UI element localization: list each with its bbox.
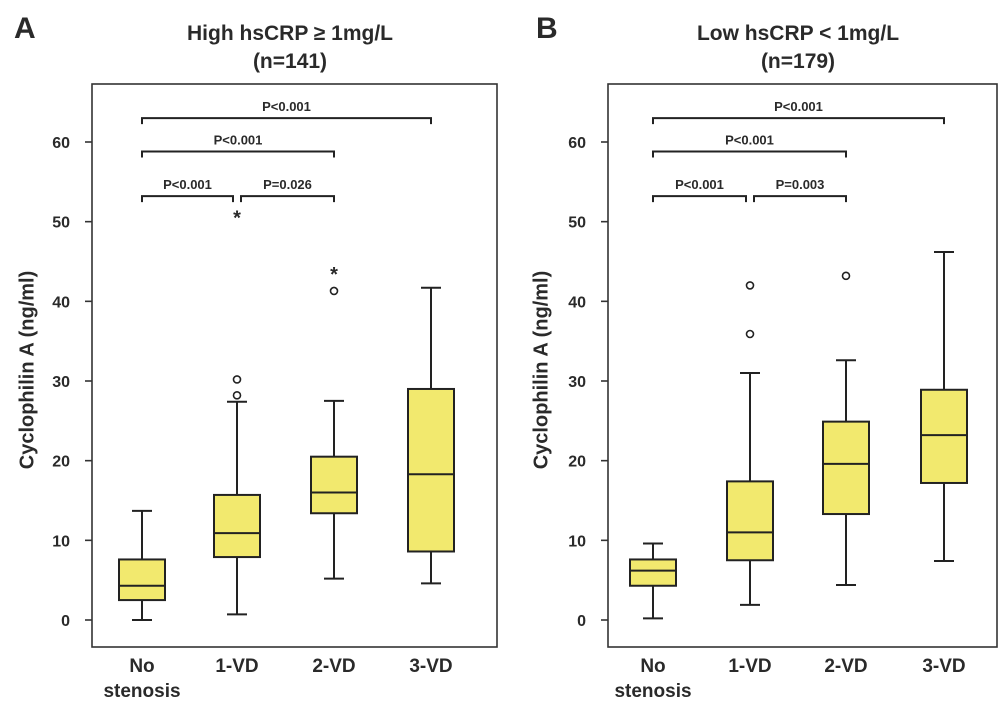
box-iqr: [213, 493, 261, 559]
significance-bracket: [652, 117, 945, 125]
p-value-label: P=0.003: [776, 177, 825, 192]
y-axis-label: Cyclophilin A (ng/ml): [16, 271, 38, 470]
y-tick-label: 10: [568, 533, 586, 550]
x-tick-label: No: [640, 656, 665, 677]
y-tick-label: 60: [52, 135, 70, 152]
panel-letter: A: [14, 12, 36, 45]
x-tick-label: stenosis: [614, 681, 691, 702]
plot-frame: [91, 83, 498, 648]
x-tick-label: 2-VD: [824, 656, 867, 677]
x-tick-label: No: [129, 656, 154, 677]
outlier-circle: [232, 391, 242, 400]
panel-title-line: High hsCRP ≥ 1mg/L: [187, 22, 393, 45]
panel-letter: B: [536, 12, 558, 45]
outlier-circle: [232, 375, 242, 384]
y-axis-label: Cyclophilin A (ng/ml): [530, 271, 552, 470]
significance-bracket: [141, 195, 234, 203]
box-iqr: [310, 455, 358, 515]
outlier-star: *: [330, 264, 338, 286]
outlier-circle: [745, 281, 755, 290]
y-tick-label: 40: [52, 294, 70, 311]
x-tick-label: 3-VD: [409, 656, 452, 677]
y-tick-label: 0: [61, 613, 70, 630]
outlier-circle: [841, 271, 851, 281]
p-value-label: P<0.001: [725, 133, 774, 148]
p-value-label: P<0.001: [214, 133, 263, 148]
significance-bracket: [652, 150, 847, 158]
panel-title-line: (n=141): [253, 50, 327, 73]
box-iqr: [407, 387, 455, 553]
x-tick-label: stenosis: [103, 681, 180, 702]
box-iqr: [726, 480, 774, 562]
significance-bracket: [240, 195, 335, 203]
significance-bracket: [753, 195, 847, 203]
box-iqr: [118, 558, 166, 602]
outlier-circle: [329, 286, 339, 296]
plot-frame: [607, 83, 998, 648]
x-tick-label: 1-VD: [215, 656, 258, 677]
box-iqr: [920, 388, 968, 484]
x-tick-label: 1-VD: [728, 656, 771, 677]
p-value-label: P=0.026: [263, 177, 312, 192]
significance-bracket: [652, 195, 747, 203]
y-tick-label: 50: [568, 215, 586, 232]
panel-b: B Low hsCRP < 1mg/L (n=179) Cyclophilin A (…: [530, 12, 998, 702]
panel-a: A High hsCRP ≥ 1mg/L (n=141) Cyclophilin A …: [14, 12, 498, 702]
y-tick-label: 20: [568, 454, 586, 471]
p-value-label: P<0.001: [262, 99, 311, 114]
y-tick-label: 20: [52, 454, 70, 471]
p-value-label: P<0.001: [163, 177, 212, 192]
y-tick-label: 30: [52, 374, 70, 391]
y-tick-label: 60: [568, 135, 586, 152]
y-tick-label: 0: [577, 613, 586, 630]
panel-title-line: (n=179): [761, 50, 835, 73]
significance-bracket: [141, 117, 432, 125]
significance-bracket: [141, 150, 335, 158]
y-tick-label: 30: [568, 374, 586, 391]
p-value-label: P<0.001: [774, 99, 823, 114]
box-iqr: [822, 420, 870, 516]
x-tick-label: 3-VD: [922, 656, 965, 677]
y-tick-label: 10: [52, 533, 70, 550]
y-tick-label: 40: [568, 294, 586, 311]
outlier-circle: [745, 329, 755, 339]
box-iqr: [629, 558, 677, 587]
y-tick-label: 50: [52, 215, 70, 232]
p-value-label: P<0.001: [675, 177, 724, 192]
x-tick-label: 2-VD: [312, 656, 355, 677]
panel-title-line: Low hsCRP < 1mg/L: [697, 22, 899, 45]
outlier-star: *: [233, 207, 241, 229]
